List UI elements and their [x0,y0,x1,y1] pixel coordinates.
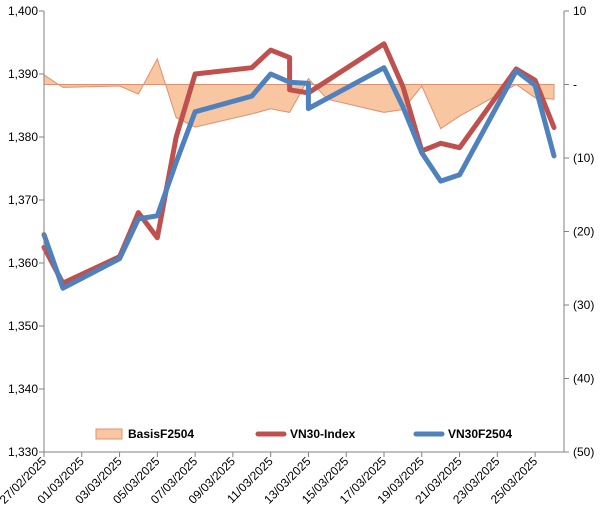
legend: BasisF2504 VN30-Index VN30F2504 [95,427,512,441]
left-tick-label: 1,400 [8,4,38,18]
left-tick-label: 1,380 [8,130,38,144]
right-tick-label: 10 [573,4,587,18]
right-tick-label: (50) [573,445,594,459]
legend-label-basisf2504: BasisF2504 [128,427,194,441]
right-tick-label: (20) [573,225,594,239]
series-line-vn30-index [41,41,557,286]
legend-label-vn30-index: VN30-Index [290,427,356,441]
left-tick-label: 1,330 [8,445,38,459]
left-tick-label: 1,350 [8,319,38,333]
series-line-vn30f2504 [41,65,557,291]
legend-swatch-basisf2504 [95,428,123,440]
right-tick-label: (40) [573,372,594,386]
left-tick-label: 1,340 [8,382,38,396]
right-tick-label: - [573,78,577,92]
left-tick-label: 1,390 [8,67,38,81]
legend-label-vn30f2504: VN30F2504 [448,427,512,441]
right-tick-label: (30) [573,298,594,312]
plot-area [41,41,557,291]
left-tick-label: 1,360 [8,256,38,270]
right-tick-label: (10) [573,151,594,165]
left-tick-label: 1,370 [8,193,38,207]
